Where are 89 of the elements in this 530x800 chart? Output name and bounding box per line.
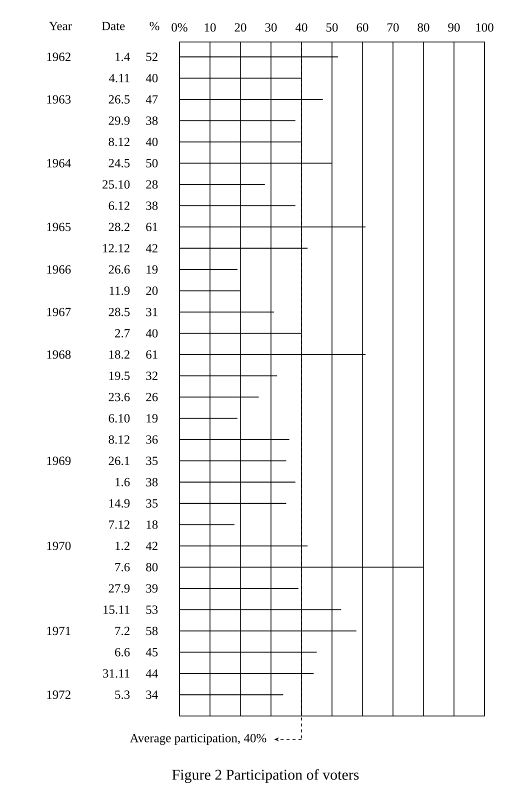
y-tick-label: 4.11 (108, 74, 130, 82)
y-tick-label: 14.9 (109, 499, 130, 508)
text: Year (48, 22, 72, 30)
data-label: 19 (146, 265, 158, 274)
text: % (149, 22, 160, 30)
y-tick-label: 6.10 (108, 414, 130, 423)
y-tick-label: 26.6 (108, 265, 130, 274)
x-tick-label: 100 (476, 23, 494, 32)
text: 1963 (46, 95, 70, 104)
text: 1971 (46, 626, 70, 636)
y-tick-label: 27.9 (108, 584, 130, 593)
y-tick-label: 1.6 (115, 478, 130, 486)
data-label: 44 (146, 669, 158, 678)
text: 1969 (46, 456, 70, 466)
y-axis-title: Date (102, 22, 124, 30)
text: 1966 (46, 265, 71, 274)
y-tick-label: 8.12 (108, 435, 130, 444)
x-tick-label: 70 (387, 23, 399, 32)
text: 1964 (46, 158, 71, 168)
data-label: 19 (146, 414, 158, 423)
text: 1970 (46, 542, 70, 550)
data-label: 36 (146, 435, 158, 444)
y-tick-label: 18.2 (109, 350, 130, 359)
text: 1967 (46, 308, 71, 316)
y-tick-label: 29.9 (108, 116, 130, 125)
data-label: 61 (146, 222, 158, 232)
y-tick-label: 24.5 (108, 158, 130, 168)
ref-line-label: Average participation, 40% (130, 734, 266, 745)
text: 1962 (46, 52, 70, 62)
x-tick-label: 30 (265, 23, 277, 32)
x-tick-label: 80 (417, 23, 430, 32)
data-label: 80 (146, 562, 158, 572)
x-tick-label: 60 (356, 23, 368, 32)
y-tick-label: 1.4 (115, 52, 130, 62)
y-tick-label: 28.5 (108, 308, 130, 316)
y-tick-label: 6.12 (108, 201, 130, 210)
data-label: 42 (146, 542, 158, 550)
x-tick-label: 0% (171, 23, 188, 32)
data-label: 61 (146, 350, 158, 359)
data-label: 58 (146, 626, 158, 636)
text: 1972 (46, 690, 70, 699)
data-label: 40 (146, 329, 158, 338)
data-label: 53 (146, 605, 158, 614)
data-label: 31 (146, 308, 158, 316)
data-label: 45 (146, 648, 158, 656)
y-tick-label: 23.6 (108, 392, 130, 402)
y-tick-label: 1.2 (115, 542, 130, 550)
data-label: 28 (146, 180, 158, 189)
text: 1968 (46, 350, 70, 359)
data-label: 47 (146, 95, 158, 104)
y-tick-label: 7.6 (115, 562, 130, 572)
y-tick-label: 31.11 (102, 669, 130, 678)
y-tick-label: 26.1 (108, 456, 130, 466)
y-tick-label: 25.10 (102, 180, 130, 189)
x-tick-label: 20 (234, 23, 246, 32)
y-tick-label: 11.9 (110, 286, 130, 295)
text: 1965 (46, 222, 70, 232)
data-label: 52 (146, 52, 158, 62)
y-tick-label: 7.2 (115, 626, 130, 636)
x-tick-label: 50 (326, 23, 338, 32)
data-label: 32 (146, 372, 158, 380)
data-label: 26 (146, 392, 158, 402)
x-tick-label: 10 (204, 23, 216, 32)
data-label: 18 (146, 520, 158, 529)
y-tick-label: 28.2 (108, 222, 130, 232)
data-label: 40 (146, 74, 158, 82)
data-label: 42 (146, 244, 158, 252)
y-tick-label: 8.12 (108, 138, 130, 146)
y-tick-label: 5.3 (114, 690, 130, 699)
data-label: 40 (146, 138, 158, 146)
y-tick-label: 26.5 (108, 95, 130, 104)
y-tick-label: 15.11 (103, 605, 130, 614)
data-label: 38 (146, 202, 158, 210)
data-label: 38 (146, 478, 158, 486)
data-label: 39 (146, 584, 158, 593)
y-tick-label: 2.7 (114, 329, 130, 338)
x-tick-label: 40 (295, 23, 308, 32)
y-tick-label: 6.6 (114, 648, 130, 656)
y-tick-label: 12.12 (102, 244, 130, 252)
y-tick-label: 19.5 (109, 372, 130, 380)
data-label: 35 (146, 456, 158, 466)
x-tick-label: 90 (448, 23, 460, 32)
data-label: 38 (146, 116, 158, 125)
text: Figure 2 Participation of voters (172, 769, 358, 783)
data-label: 20 (146, 286, 158, 295)
data-label: 35 (146, 499, 158, 508)
data-label: 34 (146, 690, 158, 699)
y-tick-label: 7.12 (108, 520, 130, 529)
data-label: 50 (146, 158, 158, 168)
